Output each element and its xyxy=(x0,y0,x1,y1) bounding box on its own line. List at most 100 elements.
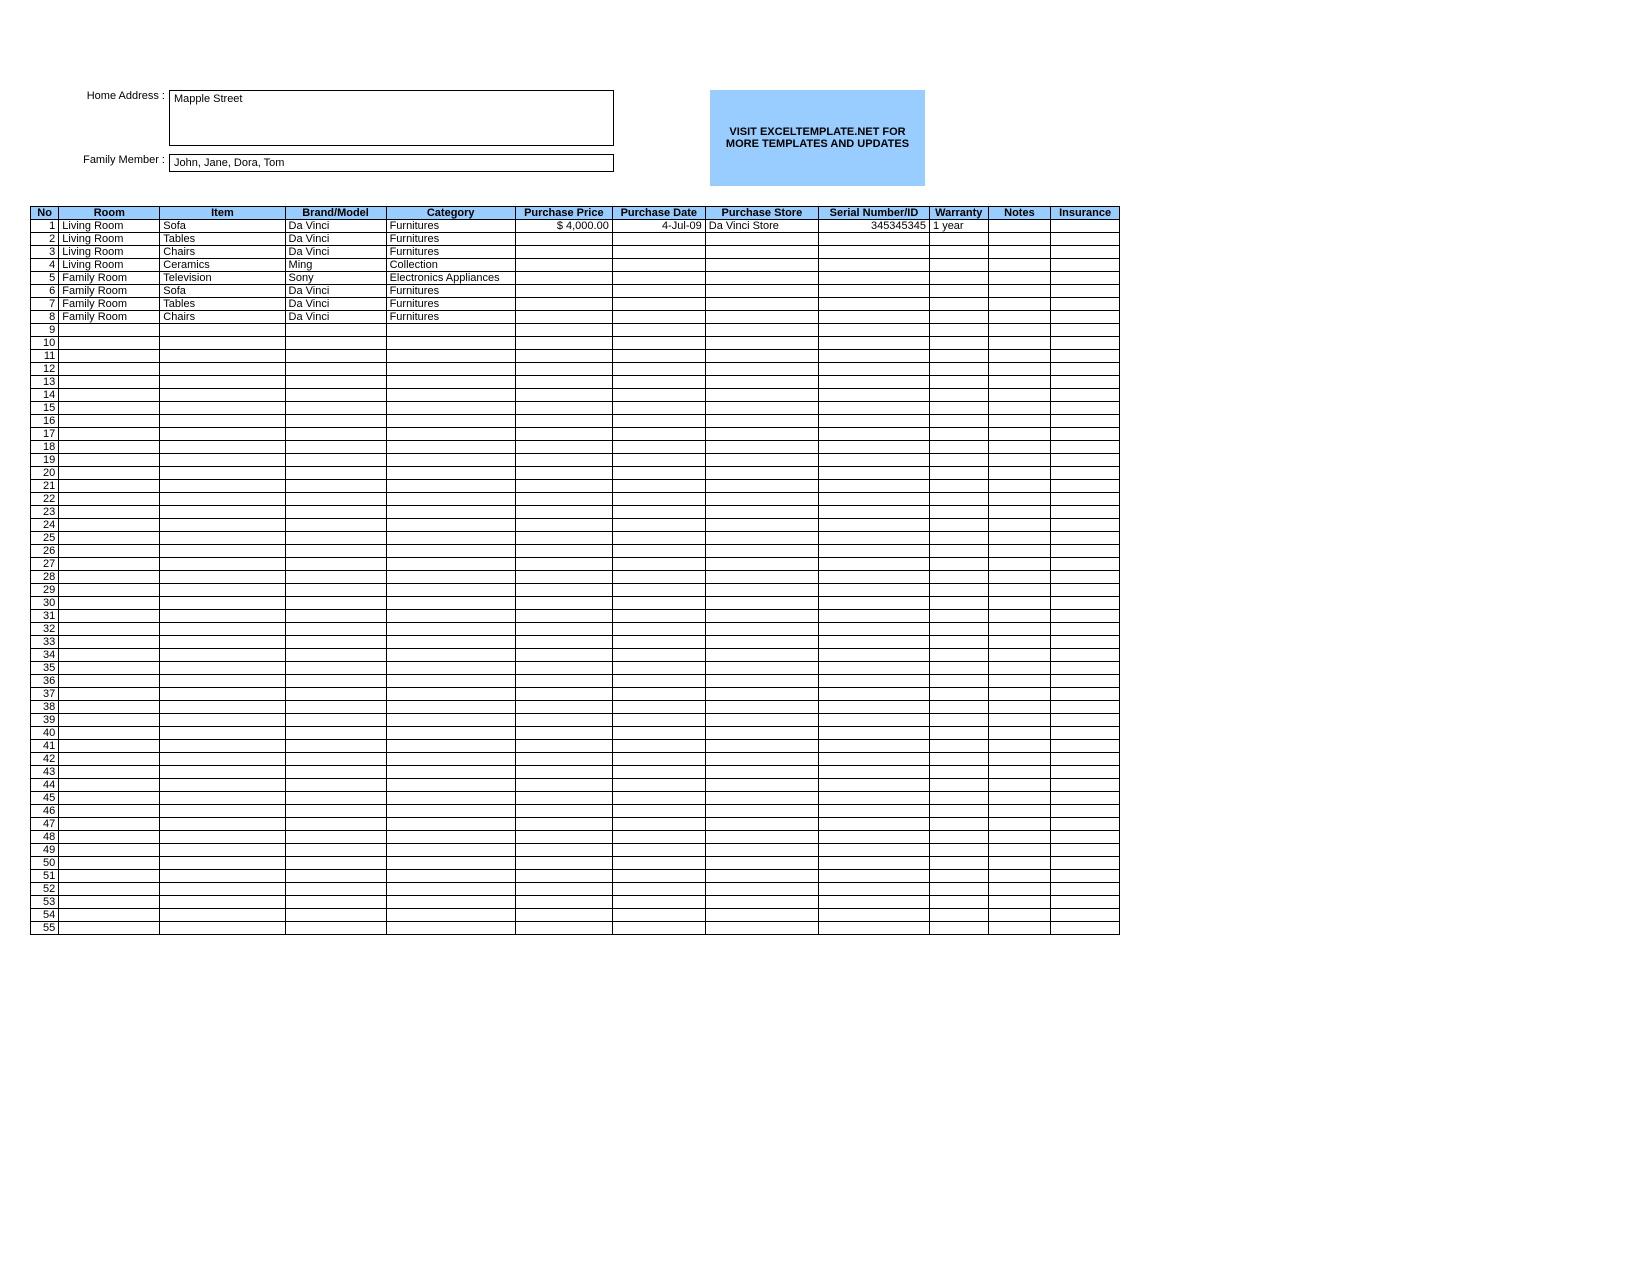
cell-notes[interactable] xyxy=(988,298,1051,311)
cell-insurance[interactable] xyxy=(1051,415,1120,428)
cell-store[interactable] xyxy=(705,441,818,454)
cell-warranty[interactable] xyxy=(930,831,989,844)
cell-category[interactable] xyxy=(386,649,515,662)
cell-category[interactable]: Furnitures xyxy=(386,220,515,233)
table-row[interactable]: 30 xyxy=(31,597,1120,610)
cell-insurance[interactable] xyxy=(1051,428,1120,441)
cell-room[interactable] xyxy=(59,818,160,831)
cell-brand[interactable] xyxy=(285,727,386,740)
cell-item[interactable] xyxy=(160,350,285,363)
cell-store[interactable] xyxy=(705,311,818,324)
cell-item[interactable] xyxy=(160,649,285,662)
cell-category[interactable] xyxy=(386,324,515,337)
cell-date[interactable] xyxy=(612,597,705,610)
cell-brand[interactable] xyxy=(285,675,386,688)
cell-item[interactable]: Sofa xyxy=(160,220,285,233)
table-row[interactable]: 5Family RoomTelevisionSonyElectronics Ap… xyxy=(31,272,1120,285)
cell-price[interactable] xyxy=(515,740,612,753)
cell-date[interactable] xyxy=(612,467,705,480)
cell-date[interactable] xyxy=(612,753,705,766)
cell-serial[interactable] xyxy=(818,623,929,636)
cell-notes[interactable] xyxy=(988,415,1051,428)
cell-notes[interactable] xyxy=(988,285,1051,298)
cell-item[interactable] xyxy=(160,831,285,844)
cell-serial[interactable] xyxy=(818,441,929,454)
cell-serial[interactable] xyxy=(818,285,929,298)
cell-brand[interactable] xyxy=(285,636,386,649)
cell-no[interactable]: 41 xyxy=(31,740,59,753)
cell-category[interactable] xyxy=(386,701,515,714)
cell-store[interactable] xyxy=(705,506,818,519)
cell-notes[interactable] xyxy=(988,649,1051,662)
cell-brand[interactable] xyxy=(285,818,386,831)
cell-no[interactable]: 27 xyxy=(31,558,59,571)
cell-date[interactable] xyxy=(612,571,705,584)
cell-brand[interactable] xyxy=(285,662,386,675)
cell-insurance[interactable] xyxy=(1051,493,1120,506)
cell-room[interactable] xyxy=(59,740,160,753)
cell-insurance[interactable] xyxy=(1051,623,1120,636)
table-row[interactable]: 23 xyxy=(31,506,1120,519)
cell-date[interactable] xyxy=(612,298,705,311)
cell-price[interactable] xyxy=(515,675,612,688)
cell-insurance[interactable] xyxy=(1051,792,1120,805)
cell-category[interactable] xyxy=(386,688,515,701)
cell-brand[interactable] xyxy=(285,896,386,909)
cell-category[interactable] xyxy=(386,623,515,636)
cell-room[interactable] xyxy=(59,896,160,909)
cell-item[interactable] xyxy=(160,545,285,558)
cell-store[interactable] xyxy=(705,779,818,792)
cell-item[interactable] xyxy=(160,909,285,922)
cell-date[interactable] xyxy=(612,441,705,454)
cell-category[interactable] xyxy=(386,909,515,922)
cell-store[interactable] xyxy=(705,350,818,363)
cell-no[interactable]: 54 xyxy=(31,909,59,922)
cell-serial[interactable] xyxy=(818,363,929,376)
cell-insurance[interactable] xyxy=(1051,844,1120,857)
cell-brand[interactable]: Da Vinci xyxy=(285,285,386,298)
cell-warranty[interactable] xyxy=(930,922,989,935)
cell-serial[interactable] xyxy=(818,584,929,597)
table-row[interactable]: 21 xyxy=(31,480,1120,493)
cell-warranty[interactable] xyxy=(930,779,989,792)
cell-brand[interactable] xyxy=(285,766,386,779)
table-row[interactable]: 19 xyxy=(31,454,1120,467)
cell-insurance[interactable] xyxy=(1051,285,1120,298)
cell-no[interactable]: 19 xyxy=(31,454,59,467)
table-row[interactable]: 16 xyxy=(31,415,1120,428)
cell-notes[interactable] xyxy=(988,467,1051,480)
cell-room[interactable] xyxy=(59,805,160,818)
cell-date[interactable] xyxy=(612,363,705,376)
cell-brand[interactable] xyxy=(285,480,386,493)
cell-room[interactable] xyxy=(59,324,160,337)
cell-date[interactable] xyxy=(612,519,705,532)
cell-insurance[interactable] xyxy=(1051,779,1120,792)
table-row[interactable]: 52 xyxy=(31,883,1120,896)
cell-price[interactable] xyxy=(515,818,612,831)
cell-serial[interactable] xyxy=(818,727,929,740)
cell-price[interactable] xyxy=(515,922,612,935)
cell-store[interactable] xyxy=(705,246,818,259)
cell-notes[interactable] xyxy=(988,493,1051,506)
cell-insurance[interactable] xyxy=(1051,753,1120,766)
cell-serial[interactable] xyxy=(818,272,929,285)
cell-insurance[interactable] xyxy=(1051,909,1120,922)
cell-room[interactable]: Family Room xyxy=(59,311,160,324)
cell-room[interactable] xyxy=(59,506,160,519)
cell-store[interactable] xyxy=(705,740,818,753)
cell-notes[interactable] xyxy=(988,610,1051,623)
cell-warranty[interactable] xyxy=(930,597,989,610)
cell-date[interactable] xyxy=(612,922,705,935)
cell-insurance[interactable] xyxy=(1051,662,1120,675)
cell-date[interactable] xyxy=(612,662,705,675)
cell-warranty[interactable] xyxy=(930,675,989,688)
cell-no[interactable]: 21 xyxy=(31,480,59,493)
cell-date[interactable] xyxy=(612,545,705,558)
cell-no[interactable]: 10 xyxy=(31,337,59,350)
cell-category[interactable] xyxy=(386,545,515,558)
cell-insurance[interactable] xyxy=(1051,883,1120,896)
table-row[interactable]: 32 xyxy=(31,623,1120,636)
table-row[interactable]: 31 xyxy=(31,610,1120,623)
cell-price[interactable] xyxy=(515,623,612,636)
cell-date[interactable] xyxy=(612,558,705,571)
